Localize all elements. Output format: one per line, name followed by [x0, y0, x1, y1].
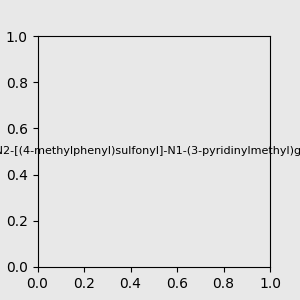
Text: N2-ethyl-N2-[(4-methylphenyl)sulfonyl]-N1-(3-pyridinylmethyl)glycinamide: N2-ethyl-N2-[(4-methylphenyl)sulfonyl]-N…: [0, 146, 300, 157]
